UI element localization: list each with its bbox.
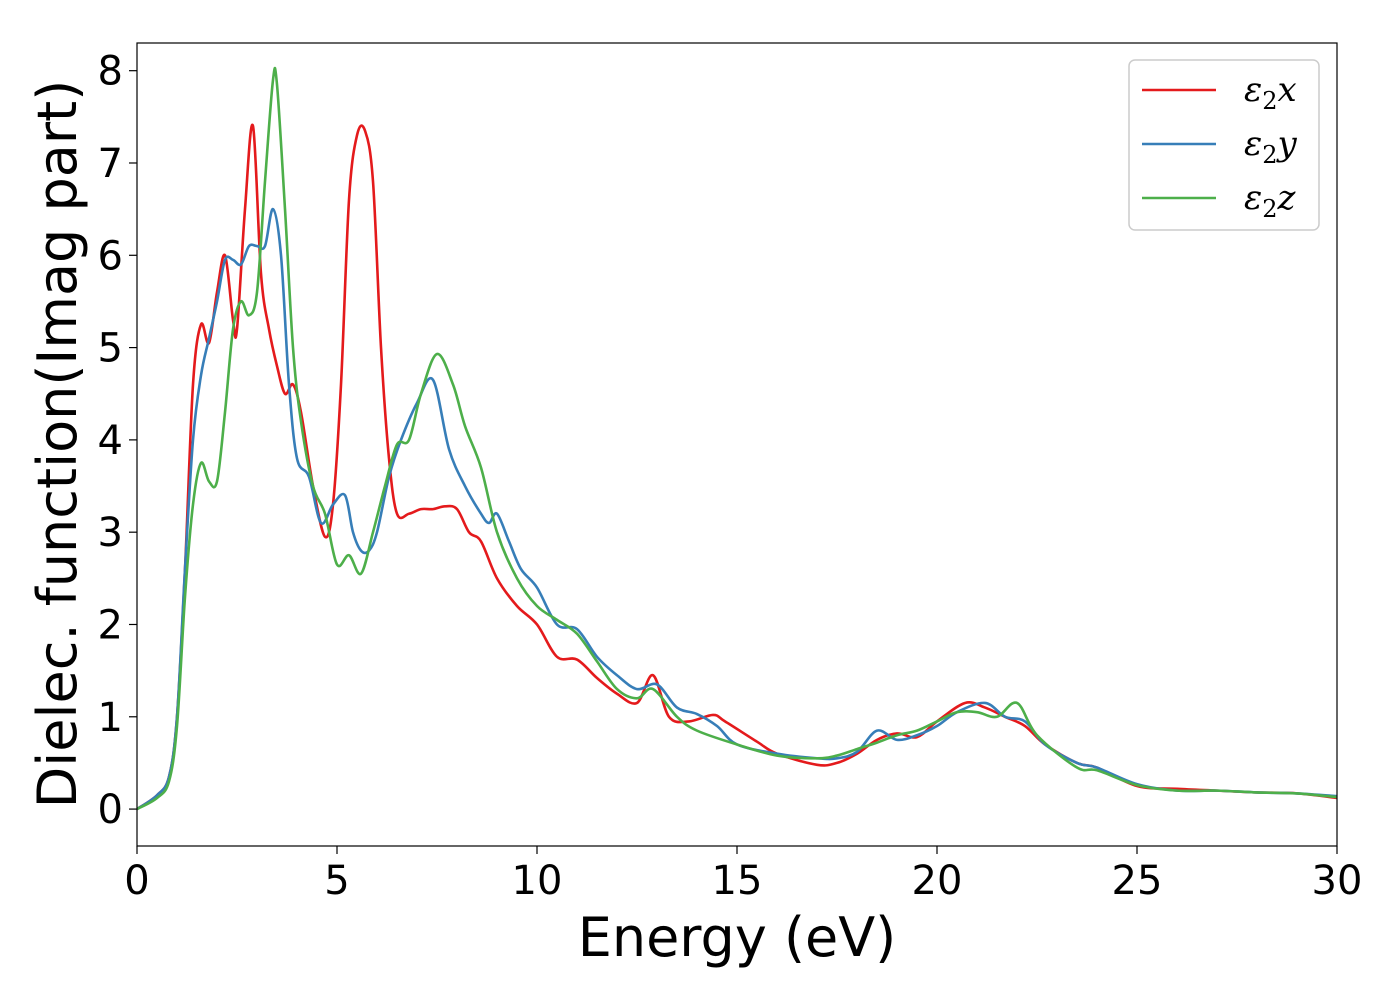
y-tick-label: 5 [98, 326, 123, 372]
x-tick-label: 20 [912, 858, 963, 904]
legend-label-subscript: 2 [1262, 141, 1277, 169]
legend-label-suffix: z [1277, 178, 1297, 218]
legend-label-1: ε2x [1244, 70, 1297, 115]
y-tick-label: 8 [98, 49, 123, 95]
legend-label-2: ε2y [1244, 124, 1298, 169]
legend-label-base: ε [1244, 124, 1262, 164]
x-axis-title: Energy (eV) [578, 906, 897, 969]
legend-label-3: ε2z [1244, 178, 1297, 223]
series-layer [137, 66, 1337, 811]
x-tick-label: 10 [512, 858, 563, 904]
legend-label-suffix: y [1276, 124, 1298, 164]
y-tick-label: 6 [98, 233, 123, 279]
x-tick-label: 5 [324, 858, 349, 904]
x-tick-label: 0 [124, 858, 149, 904]
y-tick-label: 2 [98, 602, 123, 648]
series-line-1 [137, 123, 1337, 811]
x-tick-label: 15 [712, 858, 763, 904]
legend-label-subscript: 2 [1262, 87, 1277, 115]
series-line-2 [137, 207, 1337, 811]
series-line-3 [137, 66, 1337, 811]
x-axis: 0 5 10 15 20 25 30 [124, 846, 1362, 904]
y-tick-label: 0 [98, 787, 123, 833]
y-tick-label: 1 [98, 695, 123, 741]
legend-label-base: ε [1244, 70, 1262, 110]
y-tick-label: 3 [98, 510, 123, 556]
x-tick-label: 25 [1112, 858, 1163, 904]
legend-label-suffix: x [1278, 70, 1297, 110]
legend-box [1128, 59, 1320, 231]
y-axis: 0 1 2 3 4 5 6 7 8 [98, 49, 137, 833]
y-tick-label: 4 [98, 418, 123, 464]
x-tick-label: 30 [1312, 858, 1363, 904]
y-axis-title: Dielec. function(Imag part) [26, 80, 89, 809]
legend-label-subscript: 2 [1262, 195, 1277, 223]
legend-label-base: ε [1244, 178, 1262, 218]
y-tick-label: 7 [98, 141, 123, 187]
